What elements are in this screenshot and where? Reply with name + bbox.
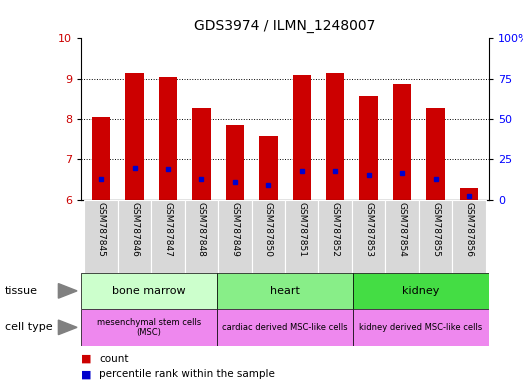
Text: percentile rank within the sample: percentile rank within the sample [99, 369, 275, 379]
Polygon shape [59, 320, 77, 334]
Bar [185, 200, 218, 273]
Text: GSM787849: GSM787849 [230, 202, 240, 257]
Bar [151, 200, 185, 273]
Bar [426, 108, 445, 200]
Bar [353, 309, 489, 346]
Bar [84, 200, 118, 273]
Text: GSM787852: GSM787852 [331, 202, 340, 257]
Bar [81, 273, 217, 309]
Text: GSM787845: GSM787845 [97, 202, 106, 257]
Bar [226, 125, 244, 200]
Bar [81, 309, 217, 346]
Bar [218, 200, 252, 273]
Bar [452, 200, 486, 273]
Bar [252, 200, 285, 273]
Text: GSM787847: GSM787847 [164, 202, 173, 257]
Text: count: count [99, 354, 129, 364]
Bar [217, 309, 353, 346]
Text: ■: ■ [81, 354, 92, 364]
Bar [319, 200, 352, 273]
Bar [460, 189, 478, 200]
Bar [92, 117, 110, 200]
Text: GSM787850: GSM787850 [264, 202, 273, 257]
Bar [359, 96, 378, 200]
Bar [352, 200, 385, 273]
Text: kidney: kidney [402, 286, 440, 296]
Text: GSM787855: GSM787855 [431, 202, 440, 257]
Text: heart: heart [270, 286, 300, 296]
Bar [126, 73, 144, 200]
Text: mesenchymal stem cells
(MSC): mesenchymal stem cells (MSC) [97, 318, 201, 337]
Text: GSM787856: GSM787856 [464, 202, 473, 257]
Text: cardiac derived MSC-like cells: cardiac derived MSC-like cells [222, 323, 348, 332]
Text: tissue: tissue [5, 286, 38, 296]
Text: GDS3974 / ILMN_1248007: GDS3974 / ILMN_1248007 [195, 19, 376, 33]
Text: ■: ■ [81, 369, 92, 379]
Bar [217, 273, 353, 309]
Bar [259, 136, 278, 200]
Text: GSM787851: GSM787851 [297, 202, 306, 257]
Bar [353, 273, 489, 309]
Bar [292, 74, 311, 200]
Text: GSM787853: GSM787853 [364, 202, 373, 257]
Text: GSM787848: GSM787848 [197, 202, 206, 257]
Bar [393, 84, 411, 200]
Text: kidney derived MSC-like cells: kidney derived MSC-like cells [359, 323, 483, 332]
Bar [118, 200, 151, 273]
Text: bone marrow: bone marrow [112, 286, 186, 296]
Polygon shape [59, 283, 77, 298]
Bar [419, 200, 452, 273]
Bar [159, 77, 177, 200]
Bar [326, 73, 344, 200]
Bar [385, 200, 419, 273]
Text: GSM787846: GSM787846 [130, 202, 139, 257]
Bar [192, 108, 211, 200]
Text: cell type: cell type [5, 322, 53, 333]
Bar [285, 200, 319, 273]
Text: GSM787854: GSM787854 [397, 202, 406, 257]
